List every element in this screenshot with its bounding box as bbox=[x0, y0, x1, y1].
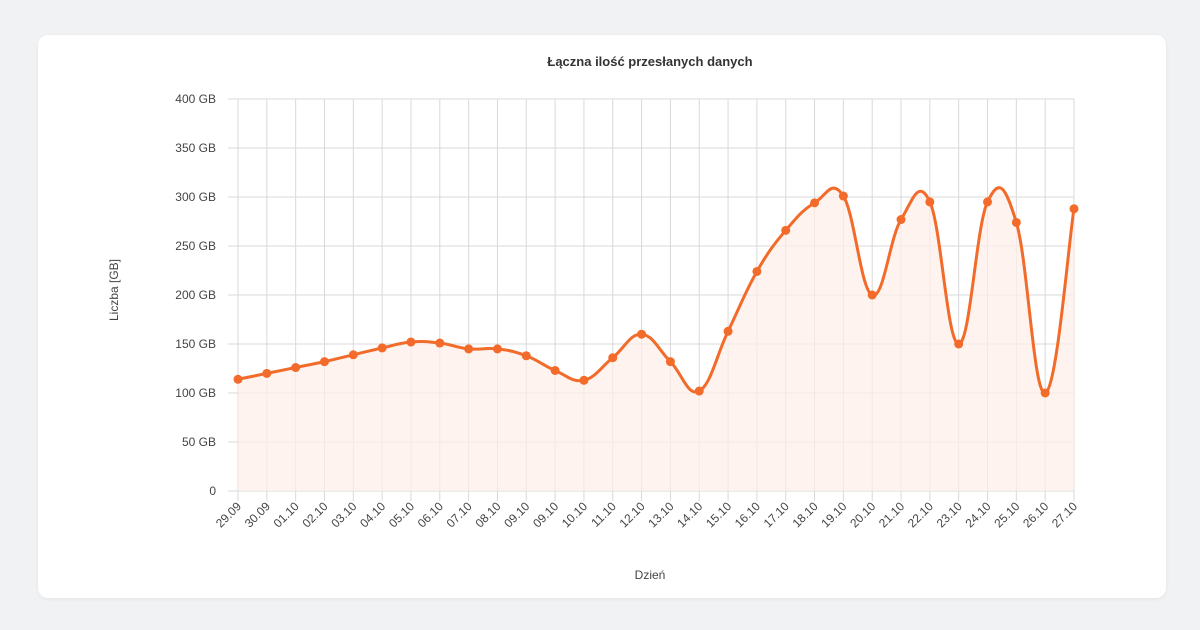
plot-area bbox=[233, 186, 1079, 491]
x-axis-label: Dzień bbox=[635, 568, 666, 582]
x-tick-label: 02.10 bbox=[299, 499, 330, 530]
x-tick-label: 08.10 bbox=[472, 499, 503, 530]
data-point[interactable] bbox=[291, 363, 301, 373]
y-tick-label: 200 GB bbox=[175, 288, 216, 302]
data-point[interactable] bbox=[550, 365, 560, 375]
data-point[interactable] bbox=[637, 329, 647, 339]
data-point[interactable] bbox=[1011, 217, 1021, 227]
x-tick-label: 09.10 bbox=[530, 499, 561, 530]
data-point[interactable] bbox=[1069, 204, 1079, 214]
x-tick-label: 27.10 bbox=[1049, 499, 1080, 530]
x-tick-label: 05.10 bbox=[386, 499, 417, 530]
x-tick-label: 22.10 bbox=[905, 499, 936, 530]
x-tick-label: 26.10 bbox=[1020, 499, 1051, 530]
data-point[interactable] bbox=[867, 290, 877, 300]
data-point[interactable] bbox=[925, 197, 935, 207]
data-point[interactable] bbox=[406, 337, 416, 347]
y-tick-label: 0 bbox=[209, 484, 216, 498]
x-tick-label: 09.10 bbox=[501, 499, 532, 530]
x-tick-label: 10.10 bbox=[559, 499, 590, 530]
x-tick-label: 01.10 bbox=[271, 499, 302, 530]
data-point[interactable] bbox=[262, 368, 272, 378]
x-tick-label: 06.10 bbox=[415, 499, 446, 530]
y-tick-label: 350 GB bbox=[175, 141, 216, 155]
data-point[interactable] bbox=[233, 374, 243, 384]
data-point[interactable] bbox=[896, 215, 906, 225]
x-tick-label: 13.10 bbox=[645, 499, 676, 530]
x-tick-label: 23.10 bbox=[934, 499, 965, 530]
x-tick-label: 12.10 bbox=[617, 499, 648, 530]
data-point[interactable] bbox=[435, 338, 445, 348]
chart-title: Łączna ilość przesłanych danych bbox=[547, 54, 752, 69]
y-tick-label: 250 GB bbox=[175, 239, 216, 253]
x-tick-label: 04.10 bbox=[357, 499, 388, 530]
data-point[interactable] bbox=[983, 197, 993, 207]
x-tick-label: 03.10 bbox=[328, 499, 359, 530]
data-point[interactable] bbox=[781, 225, 791, 235]
x-axis-ticks: 29.0930.0901.1002.1003.1004.1005.1006.10… bbox=[213, 499, 1080, 530]
data-point[interactable] bbox=[377, 343, 387, 353]
x-tick-label: 14.10 bbox=[674, 499, 705, 530]
data-point[interactable] bbox=[579, 375, 589, 385]
data-point[interactable] bbox=[838, 191, 848, 201]
x-tick-label: 17.10 bbox=[761, 499, 792, 530]
data-point[interactable] bbox=[319, 357, 329, 367]
data-point[interactable] bbox=[954, 339, 964, 349]
x-tick-label: 16.10 bbox=[732, 499, 763, 530]
y-axis-label: Liczba [GB] bbox=[107, 259, 121, 321]
data-point[interactable] bbox=[608, 353, 618, 363]
x-tick-label: 11.10 bbox=[588, 499, 619, 530]
x-tick-label: 29.09 bbox=[213, 499, 244, 530]
data-point[interactable] bbox=[1040, 388, 1050, 398]
data-point[interactable] bbox=[348, 350, 358, 360]
x-tick-label: 18.10 bbox=[790, 499, 821, 530]
data-point[interactable] bbox=[464, 344, 474, 354]
x-tick-label: 15.10 bbox=[703, 499, 734, 530]
series-area bbox=[238, 187, 1074, 491]
data-point[interactable] bbox=[752, 266, 762, 276]
data-point[interactable] bbox=[723, 326, 733, 336]
chart-svg: Łączna ilość przesłanych danych Liczba [… bbox=[107, 54, 1080, 582]
data-point[interactable] bbox=[665, 357, 675, 367]
y-tick-label: 400 GB bbox=[175, 92, 216, 106]
data-point[interactable] bbox=[521, 351, 531, 361]
x-tick-label: 21.10 bbox=[876, 499, 907, 530]
data-point[interactable] bbox=[492, 344, 502, 354]
x-tick-label: 30.09 bbox=[242, 499, 273, 530]
data-point[interactable] bbox=[694, 386, 704, 396]
y-tick-label: 150 GB bbox=[175, 337, 216, 351]
data-point[interactable] bbox=[810, 198, 820, 208]
y-tick-label: 100 GB bbox=[175, 386, 216, 400]
y-tick-label: 50 GB bbox=[182, 435, 216, 449]
x-tick-label: 19.10 bbox=[818, 499, 849, 530]
y-tick-label: 300 GB bbox=[175, 190, 216, 204]
x-tick-label: 25.10 bbox=[991, 499, 1022, 530]
x-tick-label: 20.10 bbox=[847, 499, 878, 530]
chart-card: Łączna ilość przesłanych danych Liczba [… bbox=[38, 35, 1166, 598]
x-tick-label: 24.10 bbox=[963, 499, 994, 530]
y-axis-ticks: 0 50 GB 100 GB 150 GB 200 GB 250 GB 300 GB 350 … bbox=[175, 92, 216, 498]
x-tick-label: 07.10 bbox=[444, 499, 475, 530]
